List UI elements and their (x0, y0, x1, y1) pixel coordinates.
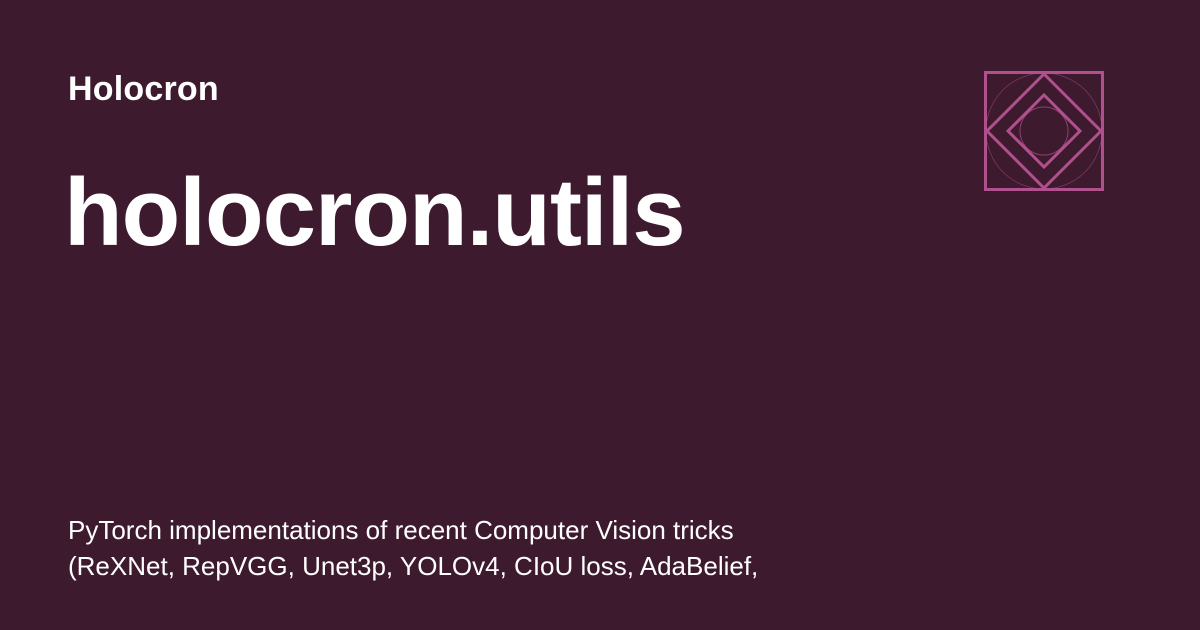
page-description: PyTorch implementations of recent Comput… (68, 512, 828, 584)
description-line: PyTorch implementations of recent Comput… (68, 515, 734, 545)
nested-diamond-logo-icon (984, 71, 1104, 191)
site-name: Holocron (68, 70, 219, 108)
description-line: (ReXNet, RepVGG, Unet3p, YOLOv4, CIoU lo… (68, 551, 759, 581)
page-title: holocron.utils (64, 159, 686, 266)
